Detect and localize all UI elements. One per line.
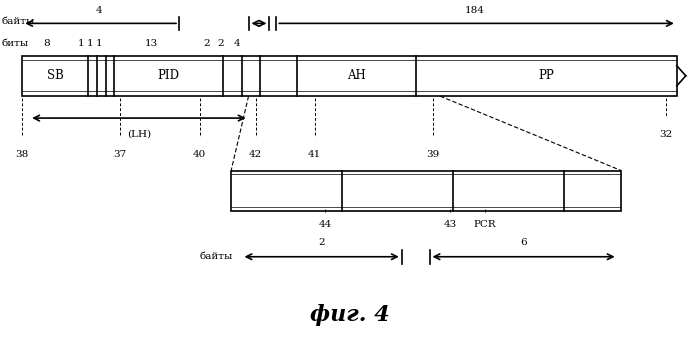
Text: 2: 2	[203, 39, 210, 48]
Text: фиг. 4: фиг. 4	[310, 304, 389, 326]
Text: SB: SB	[47, 69, 64, 82]
Text: 2: 2	[217, 39, 224, 48]
Text: 4: 4	[233, 39, 240, 48]
Text: 39: 39	[426, 150, 440, 159]
Text: (LH): (LH)	[127, 130, 151, 139]
Text: PP: PP	[538, 69, 554, 82]
Text: байты: байты	[200, 252, 233, 261]
Text: 42: 42	[249, 150, 262, 159]
Text: 1: 1	[96, 39, 102, 48]
Text: 41: 41	[308, 150, 322, 159]
Text: 184: 184	[465, 6, 485, 15]
Text: 37: 37	[113, 150, 127, 159]
Text: PID: PID	[158, 69, 180, 82]
Text: 4: 4	[96, 6, 102, 15]
Text: 6: 6	[520, 238, 527, 247]
Text: биты: биты	[1, 39, 29, 48]
Text: 8: 8	[43, 39, 50, 48]
Bar	[231, 170, 621, 211]
Text: PCR: PCR	[474, 220, 496, 228]
Text: 44: 44	[319, 220, 332, 228]
Text: 13: 13	[145, 39, 158, 48]
Text: 38: 38	[15, 150, 29, 159]
Text: 1: 1	[87, 39, 93, 48]
Text: 2: 2	[318, 238, 325, 247]
Bar	[22, 56, 677, 96]
Text: 43: 43	[444, 220, 457, 228]
Text: 1: 1	[78, 39, 84, 48]
Text: 40: 40	[193, 150, 206, 159]
Text: 32: 32	[660, 130, 673, 139]
Text: AH: AH	[347, 69, 366, 82]
Text: байты: байты	[1, 17, 35, 26]
